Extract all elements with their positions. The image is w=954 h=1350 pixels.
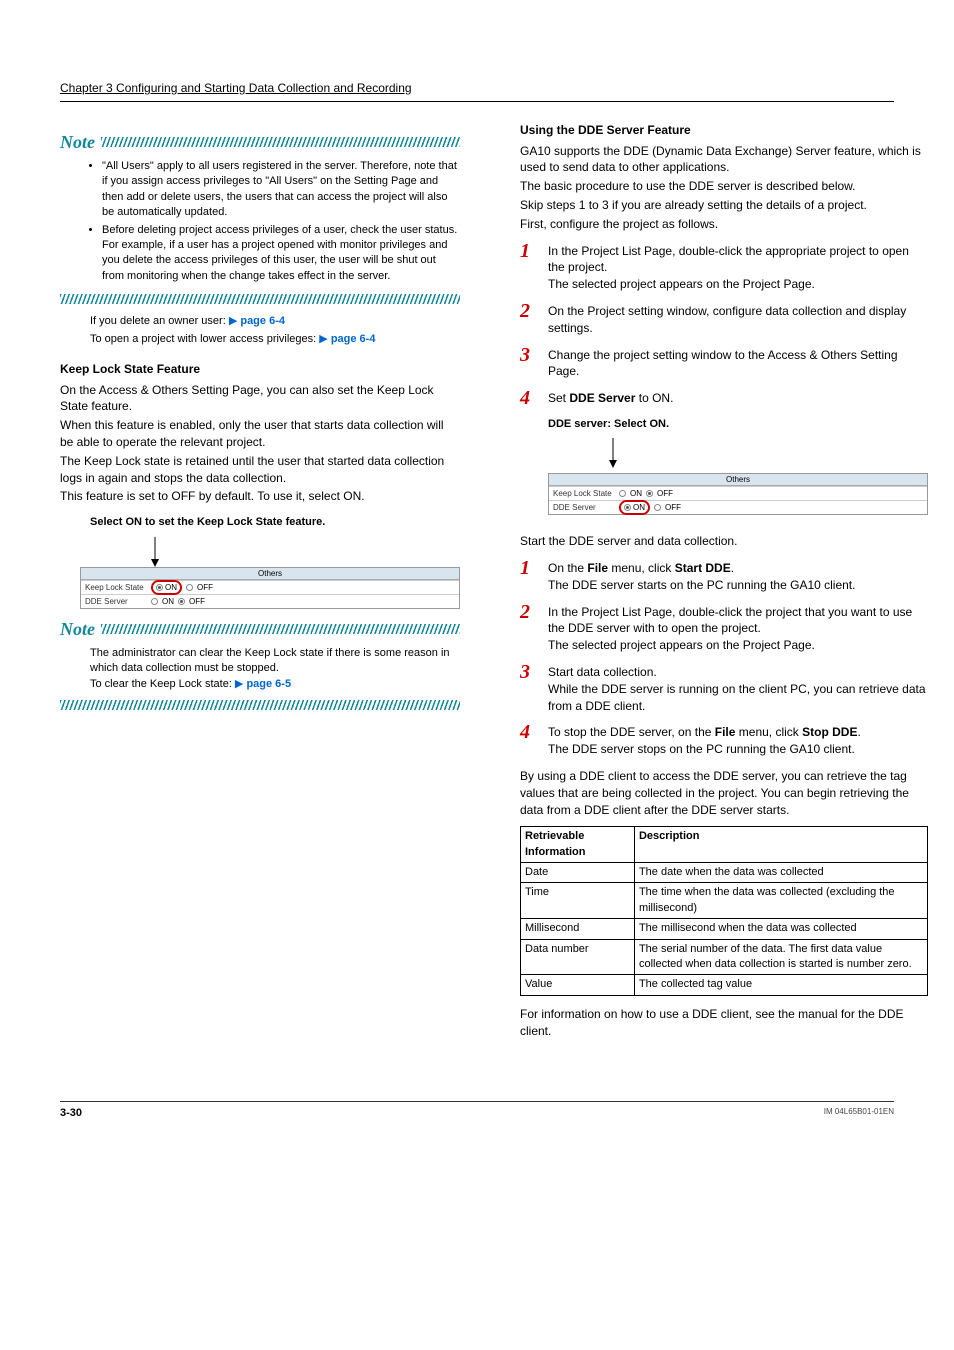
note-header-1: Note: [60, 130, 460, 155]
step-number: 2: [520, 602, 548, 654]
table-row: MillisecondThe millisecond when the data…: [521, 919, 928, 939]
table-cell: The time when the data was collected (ex…: [634, 883, 927, 919]
note-label: Note: [60, 617, 95, 642]
left-column: Note "All Users" apply to all users regi…: [60, 122, 460, 1042]
hatch-pattern: [60, 700, 460, 710]
settings-panel-keeplock: Others Keep Lock State ON OFF DDE Server…: [80, 567, 460, 609]
table-header: Retrievable Information: [521, 827, 635, 863]
table-cell: Date: [521, 863, 635, 883]
panel-header: Others: [81, 568, 459, 580]
arrow-down-icon: [608, 438, 928, 473]
step-number: 3: [520, 662, 548, 714]
radio-off[interactable]: [178, 598, 185, 605]
step-b1: 1 On the File menu, click Start DDE. The…: [520, 558, 928, 594]
radio-on[interactable]: [624, 504, 631, 511]
body-text: By using a DDE client to access the DDE …: [520, 768, 928, 818]
body-text: When this feature is enabled, only the u…: [60, 417, 460, 451]
step-number: 1: [520, 241, 548, 293]
table-cell: Value: [521, 975, 635, 995]
arrow-down-icon: [150, 537, 460, 567]
hatch-pattern: [101, 137, 460, 147]
table-cell: Time: [521, 883, 635, 919]
radio-off[interactable]: [646, 490, 653, 497]
step-number: 4: [520, 388, 548, 523]
triangle-icon: ▶: [229, 314, 237, 329]
body-text: First, configure the project as follows.: [520, 216, 928, 233]
page-link[interactable]: page 6-4: [331, 333, 376, 345]
section-heading: Using the DDE Server Feature: [520, 122, 928, 139]
note-body-2: The administrator can clear the Keep Loc…: [60, 646, 460, 696]
step-number: 3: [520, 345, 548, 381]
page-link[interactable]: page 6-4: [240, 315, 285, 327]
step-1: 1 In the Project List Page, double-click…: [520, 241, 928, 293]
note-bullet: Before deleting project access privilege…: [102, 223, 460, 285]
page-header: Chapter 3 Configuring and Starting Data …: [60, 80, 894, 102]
table-row: Data numberThe serial number of the data…: [521, 939, 928, 975]
settings-panel-dde: Others Keep Lock State ON OFF DDE Server…: [548, 473, 928, 515]
cross-ref: If you delete an owner user: ▶ page 6-4: [60, 314, 460, 329]
table-cell: Data number: [521, 939, 635, 975]
table-header: Description: [634, 827, 927, 863]
step-b3: 3 Start data collection. While the DDE s…: [520, 662, 928, 714]
table-row: DateThe date when the data was collected: [521, 863, 928, 883]
hatch-pattern: [60, 294, 460, 304]
triangle-icon: ▶: [319, 332, 327, 347]
radio-off[interactable]: [186, 584, 193, 591]
body-text: Skip steps 1 to 3 if you are already set…: [520, 197, 928, 214]
note-label: Note: [60, 130, 95, 155]
body-text: On the Access & Others Setting Page, you…: [60, 382, 460, 416]
body-text: The Keep Lock state is retained until th…: [60, 453, 460, 487]
table-row: ValueThe collected tag value: [521, 975, 928, 995]
retrievable-info-table: Retrievable Information Description Date…: [520, 826, 928, 996]
circled-option: ON: [619, 500, 650, 515]
figure-caption: DDE server: Select ON.: [548, 417, 928, 432]
step-number: 1: [520, 558, 548, 594]
radio-on[interactable]: [156, 584, 163, 591]
table-row: TimeThe time when the data was collected…: [521, 883, 928, 919]
table-cell: The serial number of the data. The first…: [634, 939, 927, 975]
figure-caption: Select ON to set the Keep Lock State fea…: [90, 515, 460, 530]
note-body-1: "All Users" apply to all users registere…: [60, 159, 460, 290]
body-text: For information on how to use a DDE clie…: [520, 1006, 928, 1040]
table-cell: The millisecond when the data was collec…: [634, 919, 927, 939]
step-number: 4: [520, 722, 548, 758]
table-cell: Millisecond: [521, 919, 635, 939]
note-header-2: Note: [60, 617, 460, 642]
page-link[interactable]: page 6-5: [246, 678, 291, 690]
radio-on[interactable]: [151, 598, 158, 605]
right-column: Using the DDE Server Feature GA10 suppor…: [520, 122, 928, 1042]
body-text: This feature is set to OFF by default. T…: [60, 488, 460, 505]
triangle-icon: ▶: [235, 677, 243, 692]
step-b2: 2 In the Project List Page, double-click…: [520, 602, 928, 654]
section-heading: Keep Lock State Feature: [60, 361, 460, 378]
setting-row: Keep Lock State ON OFF: [81, 580, 459, 594]
content-columns: Note "All Users" apply to all users regi…: [60, 122, 894, 1042]
panel-header: Others: [549, 474, 927, 486]
table-cell: The date when the data was collected: [634, 863, 927, 883]
page-number: 3-30: [60, 1106, 82, 1121]
step-b4: 4 To stop the DDE server, on the File me…: [520, 722, 928, 758]
table-header-row: Retrievable Information Description: [521, 827, 928, 863]
body-text: GA10 supports the DDE (Dynamic Data Exch…: [520, 143, 928, 177]
step-4: 4 Set DDE Server to ON. DDE server: Sele…: [520, 388, 928, 523]
body-text: The basic procedure to use the DDE serve…: [520, 178, 928, 195]
setting-row: DDE Server ON OFF: [81, 594, 459, 608]
step-2: 2 On the Project setting window, configu…: [520, 301, 928, 337]
document-id: IM 04L65B01-01EN: [824, 1106, 894, 1121]
setting-row: Keep Lock State ON OFF: [549, 486, 927, 500]
body-text: Start the DDE server and data collection…: [520, 533, 928, 550]
note-bullet: "All Users" apply to all users registere…: [102, 159, 460, 221]
step-3: 3 Change the project setting window to t…: [520, 345, 928, 381]
chapter-title: Chapter 3 Configuring and Starting Data …: [60, 81, 412, 95]
setting-row: DDE Server ON OFF: [549, 500, 927, 514]
hatch-pattern: [101, 624, 460, 634]
circled-option: ON: [151, 580, 182, 595]
page-footer: 3-30 IM 04L65B01-01EN: [60, 1101, 894, 1121]
radio-off[interactable]: [654, 504, 661, 511]
table-cell: The collected tag value: [634, 975, 927, 995]
step-number: 2: [520, 301, 548, 337]
radio-on[interactable]: [619, 490, 626, 497]
cross-ref: To open a project with lower access priv…: [60, 332, 460, 347]
